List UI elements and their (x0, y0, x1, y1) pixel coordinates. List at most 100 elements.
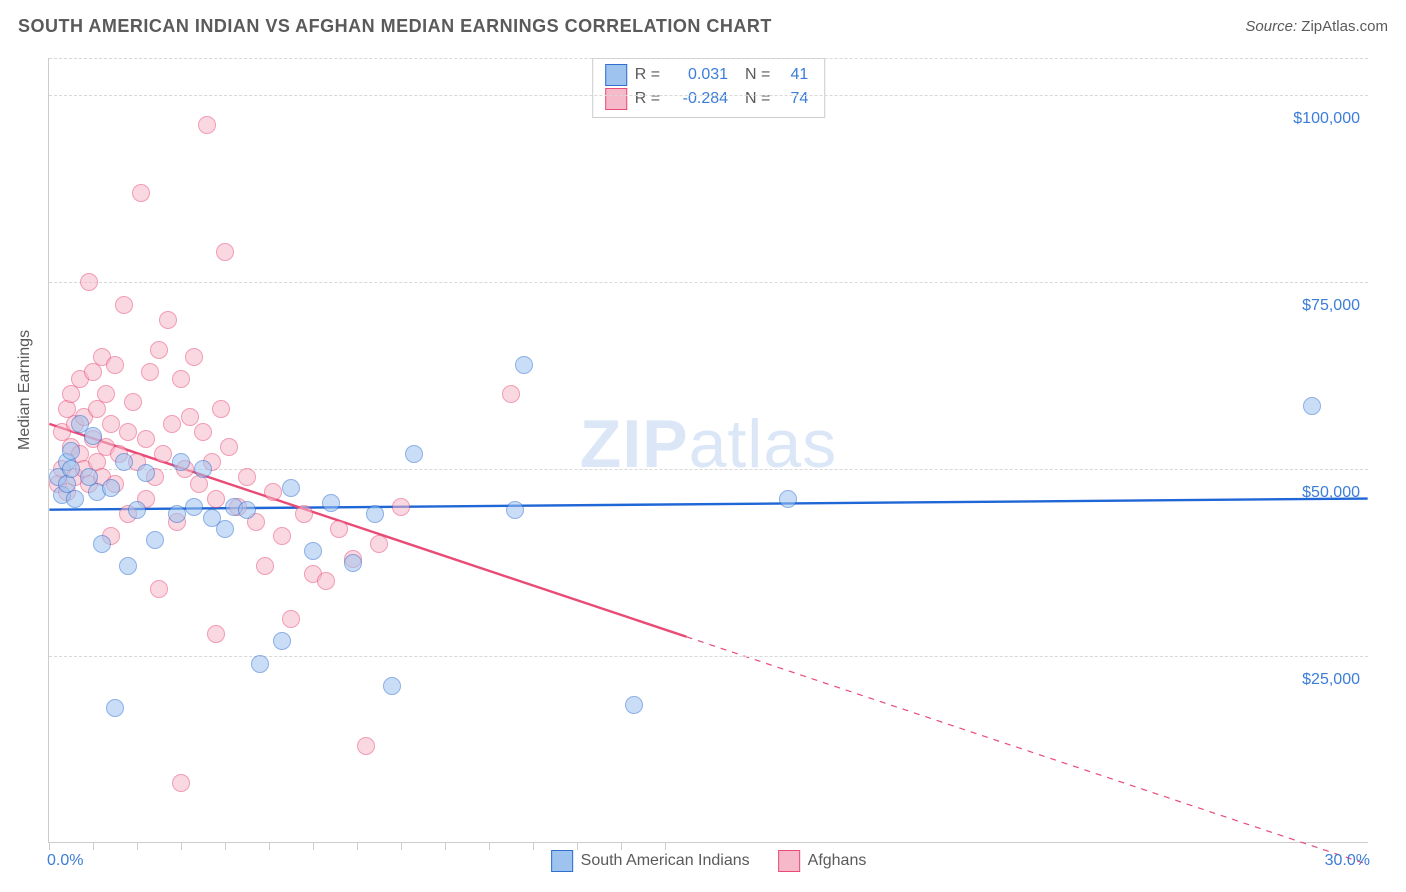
n-label: N = (736, 63, 770, 87)
data-point-afg (207, 625, 225, 643)
watermark-zip: ZIP (580, 406, 689, 482)
data-point-afg (295, 505, 313, 523)
regression-line-afg (49, 424, 686, 637)
x-tick (269, 842, 270, 850)
x-tick (577, 842, 578, 850)
data-point-sai (62, 460, 80, 478)
data-point-sai (383, 677, 401, 695)
data-point-afg (124, 393, 142, 411)
data-point-sai (366, 505, 384, 523)
data-point-sai (185, 498, 203, 516)
stats-row-afg: R = -0.284 N = 74 (605, 87, 809, 111)
source-credit: Source: ZipAtlas.com (1245, 18, 1388, 35)
stats-box: R = 0.031 N = 41 R = -0.284 N = 74 (592, 58, 826, 118)
data-point-afg (198, 116, 216, 134)
data-point-afg (216, 243, 234, 261)
data-point-sai (137, 464, 155, 482)
data-point-sai (172, 453, 190, 471)
gridline (49, 282, 1368, 283)
data-point-sai (251, 655, 269, 673)
data-point-afg (102, 415, 120, 433)
data-point-afg (141, 363, 159, 381)
data-point-sai (194, 460, 212, 478)
data-point-sai (216, 520, 234, 538)
data-point-sai (625, 696, 643, 714)
data-point-sai (102, 479, 120, 497)
regression-line-afg-extrapolated (687, 637, 1368, 865)
gridline (49, 58, 1368, 59)
data-point-sai (1303, 397, 1321, 415)
legend: South American Indians Afghans (551, 850, 867, 872)
data-point-sai (322, 494, 340, 512)
source-label: Source: (1245, 18, 1297, 35)
data-point-sai (168, 505, 186, 523)
data-point-afg (238, 468, 256, 486)
data-point-sai (238, 501, 256, 519)
data-point-afg (330, 520, 348, 538)
data-point-sai (84, 427, 102, 445)
data-point-afg (137, 430, 155, 448)
data-point-afg (264, 483, 282, 501)
legend-item-sai: South American Indians (551, 850, 750, 872)
data-point-afg (163, 415, 181, 433)
data-point-afg (181, 408, 199, 426)
watermark: ZIPatlas (580, 405, 837, 483)
data-point-afg (106, 356, 124, 374)
data-point-afg (119, 423, 137, 441)
data-point-afg (282, 610, 300, 628)
data-point-sai (344, 554, 362, 572)
data-point-afg (273, 527, 291, 545)
x-tick (137, 842, 138, 850)
x-tick (621, 842, 622, 850)
swatch-sai (605, 64, 627, 86)
legend-swatch-sai (551, 850, 573, 872)
legend-swatch-afg (778, 850, 800, 872)
data-point-afg (220, 438, 238, 456)
stats-row-sai: R = 0.031 N = 41 (605, 63, 809, 87)
x-max-label: 30.0% (1325, 852, 1370, 870)
data-point-afg (207, 490, 225, 508)
n-label: N = (736, 87, 770, 111)
x-tick (357, 842, 358, 850)
x-tick (49, 842, 50, 850)
plot-area: ZIPatlas R = 0.031 N = 41 R = -0.284 N =… (48, 58, 1368, 843)
data-point-afg (194, 423, 212, 441)
r-label: R = (635, 87, 660, 111)
n-value-afg: 74 (778, 87, 808, 111)
chart-title: SOUTH AMERICAN INDIAN VS AFGHAN MEDIAN E… (18, 16, 772, 37)
data-point-afg (357, 737, 375, 755)
x-tick (489, 842, 490, 850)
data-point-sai (304, 542, 322, 560)
r-value-afg: -0.284 (668, 87, 728, 111)
y-axis-title: Median Earnings (16, 330, 34, 450)
x-min-label: 0.0% (47, 852, 83, 870)
data-point-afg (172, 370, 190, 388)
data-point-afg (154, 445, 172, 463)
data-point-afg (212, 400, 230, 418)
data-point-sai (515, 356, 533, 374)
data-point-sai (273, 632, 291, 650)
gridline (49, 95, 1368, 96)
swatch-afg (605, 88, 627, 110)
x-tick (445, 842, 446, 850)
legend-label-afg: Afghans (808, 852, 867, 870)
data-point-sai (115, 453, 133, 471)
source-value: ZipAtlas.com (1301, 18, 1388, 35)
data-point-afg (172, 774, 190, 792)
data-point-afg (185, 348, 203, 366)
data-point-afg (256, 557, 274, 575)
data-point-sai (282, 479, 300, 497)
data-point-afg (159, 311, 177, 329)
watermark-atlas: atlas (689, 406, 838, 482)
y-tick-label: $75,000 (1302, 297, 1360, 315)
y-tick-label: $50,000 (1302, 484, 1360, 502)
data-point-sai (93, 535, 111, 553)
data-point-afg (115, 296, 133, 314)
data-point-afg (392, 498, 410, 516)
legend-label-sai: South American Indians (581, 852, 750, 870)
data-point-sai (779, 490, 797, 508)
y-tick-label: $100,000 (1293, 110, 1360, 128)
data-point-sai (506, 501, 524, 519)
r-value-sai: 0.031 (668, 63, 728, 87)
data-point-afg (80, 273, 98, 291)
